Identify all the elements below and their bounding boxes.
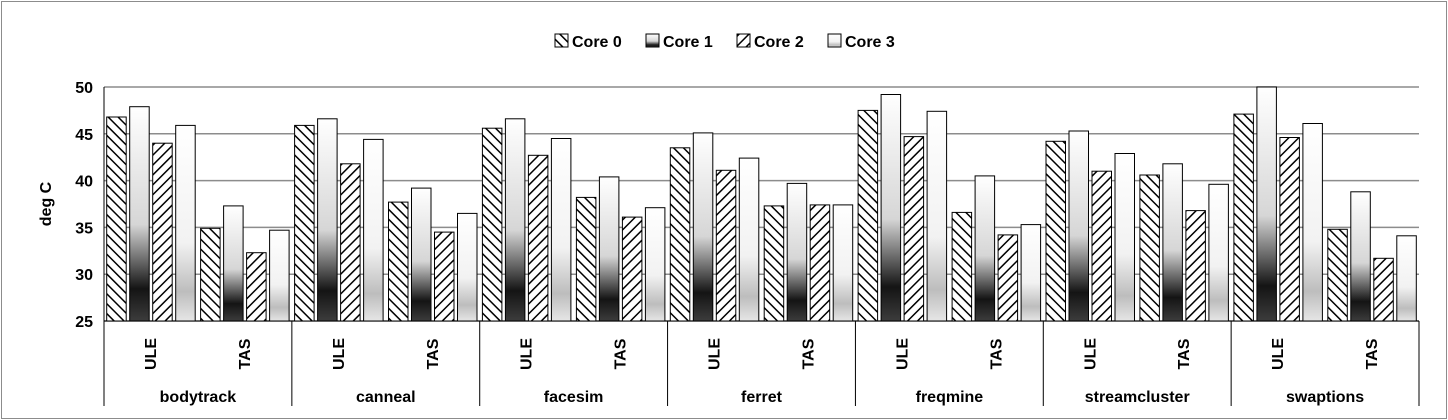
bar-streamcluster-tas-core-1: [1162, 163, 1183, 322]
bar-streamcluster-ule-core-0: [1045, 140, 1066, 322]
bar-facesim-ule-core-2: [527, 154, 549, 322]
x-group-label-ferret: ferret: [741, 389, 783, 406]
legend: Core 0 Core 1 Core 2 Core 3: [554, 33, 895, 51]
x-group-label-streamcluster: streamcluster: [1085, 389, 1190, 406]
bar-streamcluster-ule-core-1: [1068, 130, 1089, 322]
bar-freqmine-tas-core-3: [1020, 224, 1042, 322]
bar-freqmine-tas-core-0: [951, 211, 973, 322]
bar-facesim-tas-core-0: [575, 196, 597, 322]
x-sub-label-ule: ULE: [1270, 338, 1287, 370]
bar-swaptions-ule-core-0: [1233, 113, 1254, 322]
y-tick-label-45: 45: [75, 127, 93, 144]
x-sub-label-ule: ULE: [1082, 338, 1099, 370]
x-sub-label-tas: TAS: [1364, 338, 1381, 369]
bar-canneal-tas-core-2: [434, 231, 455, 322]
bar-ferret-tas-core-0: [763, 205, 785, 322]
bar-ferret-ule-core-0: [669, 147, 691, 322]
bar-ferret-tas-core-1: [786, 182, 808, 322]
bar-freqmine-ule-core-1: [880, 94, 902, 322]
bar-facesim-tas-core-1: [598, 176, 620, 322]
x-sub-label-ule: ULE: [894, 338, 911, 370]
x-group-label-freqmine: freqmine: [916, 389, 984, 406]
bar-swaptions-ule-core-1: [1256, 86, 1277, 322]
bar-ferret-tas-core-2: [809, 204, 831, 322]
bar-canneal-tas-core-0: [388, 201, 409, 322]
bar-bodytrack-tas-core-0: [200, 227, 221, 322]
bars: [106, 86, 1417, 322]
x-sub-label-ule: ULE: [707, 338, 724, 370]
bar-streamcluster-ule-core-2: [1091, 170, 1112, 322]
bar-canneal-ule-core-1: [317, 118, 338, 322]
bar-swaptions-tas-core-2: [1373, 257, 1394, 322]
legend-label-core-1: Core 1: [663, 34, 713, 51]
bar-streamcluster-tas-core-3: [1208, 183, 1229, 322]
x-group-label-bodytrack: bodytrack: [160, 389, 237, 406]
bar-facesim-ule-core-3: [550, 138, 572, 322]
legend-swatch-core-1: [645, 33, 660, 48]
y-tick-label-40: 40: [75, 174, 93, 191]
bar-swaptions-tas-core-0: [1327, 228, 1348, 322]
y-tick-label-25: 25: [75, 314, 93, 331]
bar-canneal-tas-core-1: [411, 187, 432, 322]
x-sub-label-tas: TAS: [613, 338, 630, 369]
bar-freqmine-tas-core-1: [974, 175, 996, 322]
legend-swatch-core-2: [736, 33, 751, 48]
legend-label-core-2: Core 2: [754, 34, 804, 51]
bar-canneal-ule-core-3: [363, 138, 384, 322]
bar-streamcluster-tas-core-2: [1185, 210, 1206, 322]
bar-canneal-tas-core-3: [457, 212, 478, 322]
y-axis-ticks: 25 30 35 40 45 50: [75, 80, 93, 331]
bar-freqmine-tas-core-2: [997, 234, 1019, 322]
x-sub-label-ule: ULE: [143, 338, 160, 370]
x-axis: ULE TAS bodytrack ULE TAS canneal ULE TAS facesi…: [103, 87, 1420, 406]
legend-label-core-0: Core 0: [572, 34, 622, 51]
legend-swatch-core-0: [554, 33, 569, 48]
legend-swatch-core-3: [827, 33, 842, 48]
x-sub-label-tas: TAS: [1176, 338, 1193, 369]
x-sub-label-tas: TAS: [988, 338, 1005, 369]
bar-facesim-ule-core-1: [504, 118, 526, 322]
bar-freqmine-ule-core-3: [926, 110, 948, 322]
bar-swaptions-ule-core-2: [1279, 137, 1300, 322]
bar-bodytrack-tas-core-2: [246, 252, 267, 322]
bar-facesim-ule-core-0: [481, 127, 503, 322]
bar-freqmine-ule-core-2: [903, 136, 925, 322]
bar-bodytrack-tas-core-1: [223, 205, 244, 322]
bar-facesim-tas-core-3: [644, 207, 666, 322]
bar-bodytrack-ule-core-0: [106, 116, 127, 322]
bar-streamcluster-ule-core-3: [1114, 153, 1135, 322]
bar-ferret-ule-core-1: [692, 132, 714, 322]
bar-facesim-tas-core-2: [621, 216, 643, 322]
legend-label-core-3: Core 3: [845, 34, 895, 51]
x-sub-label-tas: TAS: [801, 338, 818, 369]
x-group-label-facesim: facesim: [544, 389, 604, 406]
bar-freqmine-ule-core-0: [857, 109, 879, 322]
y-tick-label-35: 35: [75, 220, 93, 237]
bar-ferret-tas-core-3: [832, 204, 854, 322]
bar-bodytrack-ule-core-1: [129, 106, 150, 322]
x-sub-label-tas: TAS: [425, 338, 442, 369]
bar-streamcluster-tas-core-0: [1139, 174, 1160, 322]
bar-canneal-ule-core-0: [294, 124, 315, 322]
bar-bodytrack-ule-core-2: [152, 142, 173, 322]
y-axis-title: deg C: [38, 181, 55, 226]
bar-ferret-ule-core-2: [715, 169, 737, 322]
bar-ferret-ule-core-3: [738, 157, 760, 322]
bar-canneal-ule-core-2: [340, 163, 361, 322]
bar-swaptions-tas-core-1: [1350, 191, 1371, 322]
x-sub-label-ule: ULE: [331, 338, 348, 370]
x-group-label-swaptions: swaptions: [1286, 389, 1364, 406]
bar-swaptions-ule-core-3: [1302, 123, 1323, 322]
bar-bodytrack-tas-core-3: [269, 229, 290, 322]
x-sub-label-tas: TAS: [237, 338, 254, 369]
bar-bodytrack-ule-core-3: [175, 124, 196, 322]
y-tick-label-30: 30: [75, 267, 93, 284]
y-tick-label-50: 50: [75, 80, 93, 97]
x-group-label-canneal: canneal: [356, 389, 416, 406]
bar-swaptions-tas-core-3: [1396, 235, 1417, 322]
x-sub-label-ule: ULE: [519, 338, 536, 370]
